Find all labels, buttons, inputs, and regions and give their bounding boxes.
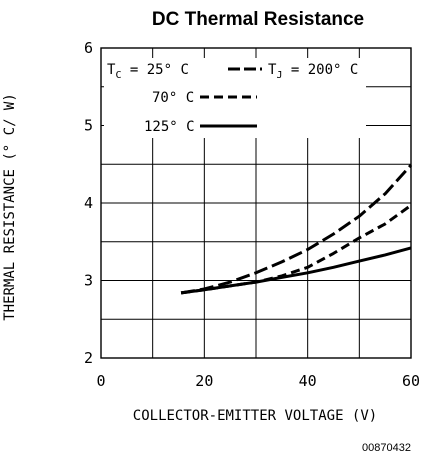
plot-area-frame: [100, 47, 412, 359]
figure-code: 00870432: [362, 442, 411, 454]
series-line-2: [180, 246, 412, 295]
x-tick-label: 60: [402, 372, 420, 390]
y-tick-label: 6: [84, 39, 93, 57]
x-tick-labels: 0 20 40 60: [96, 372, 420, 390]
legend-entry-70c-label: 70° C: [152, 90, 194, 106]
y-tick-labels: 2 3 4 5 6: [84, 39, 93, 367]
legend-note: TJ = 200° C: [268, 62, 358, 81]
y-axis-label: THERMAL RESISTANCE (° C/ W): [2, 93, 18, 321]
y-tick-label: 3: [84, 272, 93, 290]
x-tick-label: 40: [299, 372, 317, 390]
x-axis-label: COLLECTOR-EMITTER VOLTAGE (V): [133, 408, 377, 424]
chart-title: DC Thermal Resistance: [152, 9, 364, 30]
y-tick-label: 5: [84, 117, 93, 135]
x-tick-label: 20: [195, 372, 213, 390]
y-tick-label: 2: [84, 349, 93, 367]
series-line-1: [180, 204, 412, 295]
legend: TC = 25° C TJ = 200° C 70° C 125° C: [104, 58, 366, 138]
legend-entry-125c-label: 125° C: [144, 119, 195, 135]
legend-title: TC = 25° C: [107, 62, 189, 81]
series-lines: [180, 163, 413, 295]
y-tick-label: 4: [84, 194, 93, 212]
x-tick-label: 0: [96, 372, 105, 390]
series-line-0: [180, 163, 413, 295]
